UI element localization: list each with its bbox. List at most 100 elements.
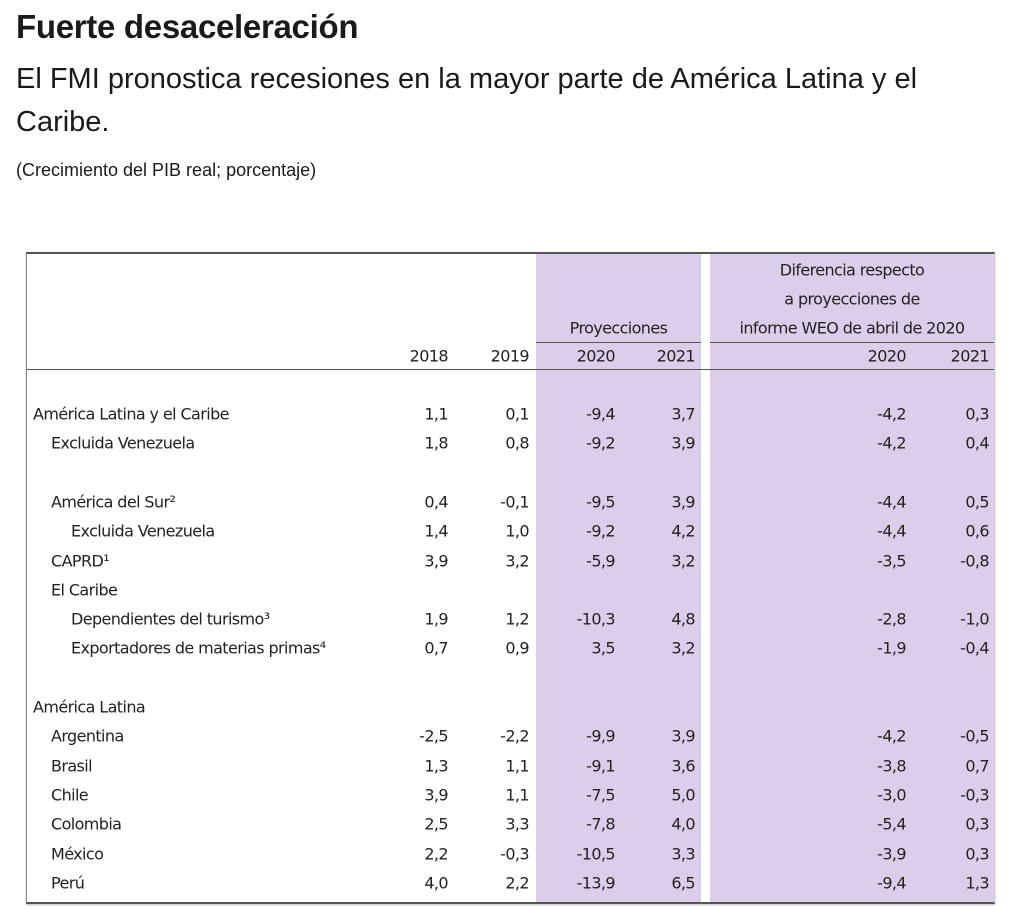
table-cell: 3,9: [424, 785, 448, 805]
table-cell: -10,5: [576, 844, 616, 863]
table-cell: 1,9: [424, 609, 448, 629]
table-cell: -9,1: [586, 756, 615, 776]
table-cell: 0,4: [965, 433, 989, 453]
table-cell: -9,9: [586, 726, 615, 746]
table-cell: 0,8: [505, 433, 529, 453]
projections-band: [536, 254, 701, 902]
row-label: América Latina: [33, 697, 146, 717]
table-cell: -4,2: [877, 726, 906, 746]
projections-header: Proyecciones: [569, 318, 668, 338]
table-cell: 0,1: [505, 404, 529, 424]
page-title: Fuerte desaceleración: [16, 8, 359, 45]
table-cell: 3,9: [671, 433, 695, 453]
table-cell: 0,5: [965, 492, 989, 512]
column-header: 2021: [656, 346, 696, 366]
column-header: 2020: [867, 346, 907, 366]
row-label: México: [51, 844, 104, 863]
column-header: 2020: [576, 346, 616, 366]
difference-header-line2: a proyecciones de: [784, 289, 920, 309]
table-cell: 3,2: [505, 551, 529, 570]
table-cell: -3,9: [877, 844, 906, 863]
table-cell: 1,3: [965, 873, 989, 893]
table-cell: -3,8: [877, 756, 906, 776]
table-cell: 0,7: [965, 756, 989, 776]
table-cell: 1,2: [505, 609, 529, 629]
table-cell: -7,5: [586, 785, 615, 805]
table-cell: 0,6: [965, 521, 989, 541]
table-cell: -9,2: [586, 433, 615, 453]
table-cell: -0,3: [960, 785, 989, 805]
table-cell: 4,0: [424, 873, 448, 893]
table-cell: -1,0: [960, 609, 989, 629]
row-label: Excluida Venezuela: [51, 433, 195, 453]
table-cell: -2,2: [500, 726, 529, 746]
table-cell: 3,9: [424, 551, 448, 570]
table-cell: 2,5: [424, 814, 448, 834]
table-cell: 2,2: [505, 873, 529, 893]
row-label: Colombia: [51, 814, 122, 834]
table-cell: 4,8: [671, 609, 695, 629]
table-cell: -4,4: [877, 521, 906, 541]
table-cell: 0,7: [424, 638, 448, 658]
table-cell: 3,3: [671, 844, 695, 863]
table-cell: 1,1: [505, 756, 529, 776]
table-cell: 1,8: [424, 433, 448, 453]
table-cell: -9,4: [586, 404, 615, 424]
table-cell: 0,3: [965, 814, 989, 834]
table-cell: 3,7: [671, 404, 695, 424]
table-cell: -9,5: [586, 492, 615, 512]
table-cell: 4,0: [671, 814, 695, 834]
difference-header-line1: Diferencia respecto: [779, 260, 925, 280]
table-cell: 3,9: [671, 492, 695, 512]
table-cell: 1,0: [505, 521, 529, 541]
row-label: Exportadores de materias primas⁴: [71, 638, 326, 658]
table-cell: 1,1: [505, 785, 529, 805]
table-cell: -5,4: [877, 814, 906, 834]
column-header: 2019: [490, 346, 530, 366]
table-cell: -2,8: [877, 609, 906, 629]
table-cell: 4,2: [671, 521, 695, 541]
table-cell: -1,9: [877, 638, 906, 658]
table-cell: 0,4: [424, 492, 448, 512]
row-label: El Caribe: [51, 580, 118, 600]
table-cell: -4,4: [877, 492, 906, 512]
row-label: América del Sur²: [51, 492, 176, 512]
table-cell: -3,0: [877, 785, 906, 805]
table-cell: 3,3: [505, 814, 529, 834]
header-divider: [27, 369, 994, 370]
table-cell: -2,5: [419, 726, 448, 746]
row-label: Perú: [51, 873, 85, 893]
table-cell: -0,5: [960, 726, 989, 746]
row-label: Brasil: [51, 756, 93, 776]
row-label: Chile: [51, 785, 89, 805]
table-cell: -0,8: [960, 551, 989, 570]
table-cell: 6,5: [671, 873, 695, 893]
difference-header-line3: informe WEO de abril de 2020: [739, 318, 965, 338]
table-cell: 3,9: [671, 726, 695, 746]
table-cell: 1,3: [424, 756, 448, 776]
table-cell: -5,9: [586, 551, 615, 570]
table-cell: -4,2: [877, 404, 906, 424]
table-cell: 2,2: [424, 844, 448, 863]
difference-band: [710, 254, 994, 902]
table-cell: -13,9: [576, 873, 616, 893]
table-cell: -7,8: [586, 814, 615, 834]
table-cell: -10,3: [576, 609, 616, 629]
subtitle: El FMI pronostica recesiones en la mayor…: [16, 63, 918, 138]
column-header: 2018: [409, 346, 449, 366]
table-cell: 0,3: [965, 844, 989, 863]
table-cell: 3,5: [591, 638, 615, 658]
table-cell: 5,0: [671, 785, 695, 805]
row-label: Argentina: [51, 726, 124, 746]
row-label: CAPRD¹: [51, 551, 110, 570]
divider: [536, 342, 701, 343]
table-cell: 3,6: [671, 756, 695, 776]
row-label: América Latina y el Caribe: [33, 404, 229, 424]
column-header: 2021: [950, 346, 990, 366]
table-cell: -9,2: [586, 521, 615, 541]
growth-table: Proyecciones Diferencia respecto a proye…: [26, 252, 995, 904]
table-cell: -4,2: [877, 433, 906, 453]
table-cell: 0,9: [505, 638, 529, 658]
table-cell: -9,4: [877, 873, 906, 893]
table-cell: -0,4: [960, 638, 989, 658]
